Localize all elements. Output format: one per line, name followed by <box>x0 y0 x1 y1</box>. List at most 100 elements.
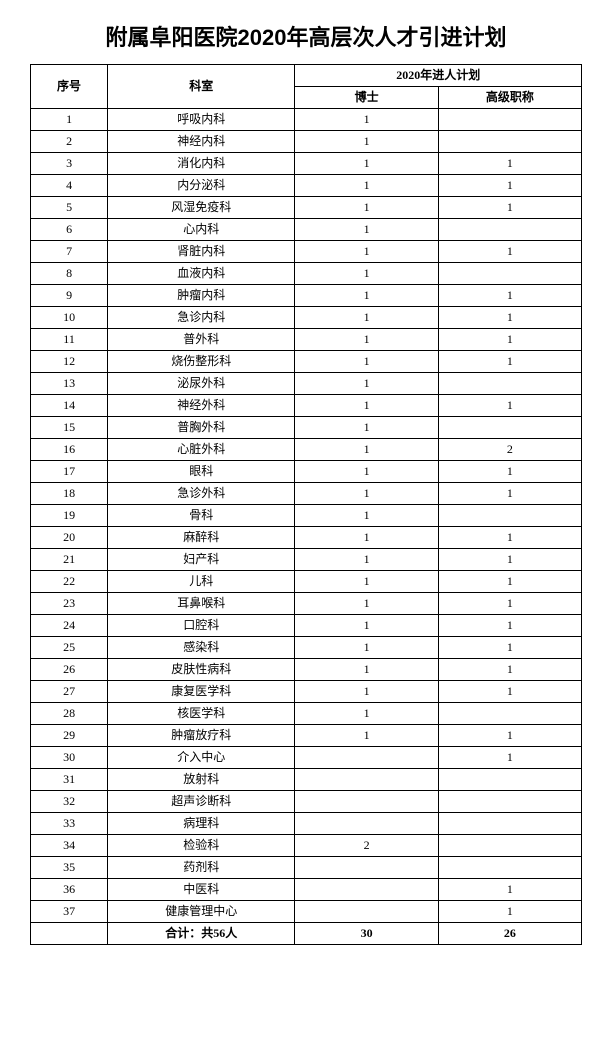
cell-senior <box>438 219 581 241</box>
cell-seq: 33 <box>31 813 108 835</box>
cell-senior: 1 <box>438 483 581 505</box>
cell-seq: 10 <box>31 307 108 329</box>
cell-senior: 1 <box>438 637 581 659</box>
cell-phd: 1 <box>295 241 438 263</box>
cell-dept: 风湿免疫科 <box>108 197 295 219</box>
cell-seq: 27 <box>31 681 108 703</box>
cell-phd: 1 <box>295 615 438 637</box>
cell-dept: 介入中心 <box>108 747 295 769</box>
cell-dept: 皮肤性病科 <box>108 659 295 681</box>
cell-dept: 血液内科 <box>108 263 295 285</box>
cell-senior: 1 <box>438 725 581 747</box>
cell-senior: 1 <box>438 351 581 373</box>
table-row: 3消化内科11 <box>31 153 582 175</box>
cell-phd <box>295 879 438 901</box>
table-row: 31放射科 <box>31 769 582 791</box>
cell-dept: 骨科 <box>108 505 295 527</box>
cell-senior: 1 <box>438 571 581 593</box>
cell-dept: 健康管理中心 <box>108 901 295 923</box>
cell-senior: 1 <box>438 175 581 197</box>
cell-phd: 1 <box>295 439 438 461</box>
cell-seq: 37 <box>31 901 108 923</box>
total-row: 合计：共56人 30 26 <box>31 923 582 945</box>
cell-dept: 核医学科 <box>108 703 295 725</box>
cell-senior <box>438 131 581 153</box>
table-row: 24口腔科11 <box>31 615 582 637</box>
cell-phd: 1 <box>295 571 438 593</box>
cell-senior: 2 <box>438 439 581 461</box>
cell-phd: 1 <box>295 681 438 703</box>
cell-seq: 18 <box>31 483 108 505</box>
cell-phd: 1 <box>295 153 438 175</box>
cell-phd: 1 <box>295 329 438 351</box>
cell-senior <box>438 109 581 131</box>
cell-seq: 35 <box>31 857 108 879</box>
cell-dept: 普外科 <box>108 329 295 351</box>
cell-phd <box>295 901 438 923</box>
table-row: 26皮肤性病科11 <box>31 659 582 681</box>
cell-phd: 1 <box>295 417 438 439</box>
cell-dept: 中医科 <box>108 879 295 901</box>
cell-dept: 心脏外科 <box>108 439 295 461</box>
cell-seq: 19 <box>31 505 108 527</box>
table-row: 1呼吸内科1 <box>31 109 582 131</box>
table-row: 14神经外科11 <box>31 395 582 417</box>
cell-seq: 3 <box>31 153 108 175</box>
cell-senior: 1 <box>438 527 581 549</box>
cell-senior <box>438 835 581 857</box>
cell-phd: 1 <box>295 637 438 659</box>
cell-senior: 1 <box>438 901 581 923</box>
cell-phd: 1 <box>295 725 438 747</box>
cell-dept: 肿瘤放疗科 <box>108 725 295 747</box>
table-row: 22儿科11 <box>31 571 582 593</box>
cell-dept: 放射科 <box>108 769 295 791</box>
cell-phd: 1 <box>295 197 438 219</box>
cell-seq: 11 <box>31 329 108 351</box>
cell-seq: 8 <box>31 263 108 285</box>
cell-phd: 1 <box>295 285 438 307</box>
cell-seq: 9 <box>31 285 108 307</box>
header-plan: 2020年进人计划 <box>295 65 582 87</box>
table-row: 2神经内科1 <box>31 131 582 153</box>
table-row: 4内分泌科11 <box>31 175 582 197</box>
cell-senior <box>438 791 581 813</box>
table-row: 33病理科 <box>31 813 582 835</box>
cell-dept: 呼吸内科 <box>108 109 295 131</box>
cell-phd: 1 <box>295 483 438 505</box>
cell-phd <box>295 857 438 879</box>
cell-phd <box>295 769 438 791</box>
cell-senior: 1 <box>438 461 581 483</box>
table-row: 35药剂科 <box>31 857 582 879</box>
cell-seq: 24 <box>31 615 108 637</box>
cell-seq: 25 <box>31 637 108 659</box>
cell-seq: 14 <box>31 395 108 417</box>
header-phd: 博士 <box>295 87 438 109</box>
table-row: 12烧伤整形科11 <box>31 351 582 373</box>
recruitment-table: 序号 科室 2020年进人计划 博士 高级职称 1呼吸内科12神经内科13消化内… <box>30 64 582 945</box>
cell-seq: 32 <box>31 791 108 813</box>
total-phd: 30 <box>295 923 438 945</box>
cell-seq: 5 <box>31 197 108 219</box>
cell-senior <box>438 857 581 879</box>
cell-phd: 1 <box>295 351 438 373</box>
header-senior: 高级职称 <box>438 87 581 109</box>
cell-seq: 26 <box>31 659 108 681</box>
table-body: 1呼吸内科12神经内科13消化内科114内分泌科115风湿免疫科116心内科17… <box>31 109 582 923</box>
cell-seq: 16 <box>31 439 108 461</box>
cell-phd: 1 <box>295 505 438 527</box>
table-row: 32超声诊断科 <box>31 791 582 813</box>
cell-senior <box>438 373 581 395</box>
cell-dept: 消化内科 <box>108 153 295 175</box>
cell-senior: 1 <box>438 549 581 571</box>
cell-senior: 1 <box>438 681 581 703</box>
table-row: 11普外科11 <box>31 329 582 351</box>
cell-phd: 1 <box>295 703 438 725</box>
cell-dept: 耳鼻喉科 <box>108 593 295 615</box>
table-row: 16心脏外科12 <box>31 439 582 461</box>
cell-dept: 妇产科 <box>108 549 295 571</box>
cell-seq: 2 <box>31 131 108 153</box>
table-row: 28核医学科1 <box>31 703 582 725</box>
cell-dept: 心内科 <box>108 219 295 241</box>
cell-dept: 超声诊断科 <box>108 791 295 813</box>
table-row: 13泌尿外科1 <box>31 373 582 395</box>
